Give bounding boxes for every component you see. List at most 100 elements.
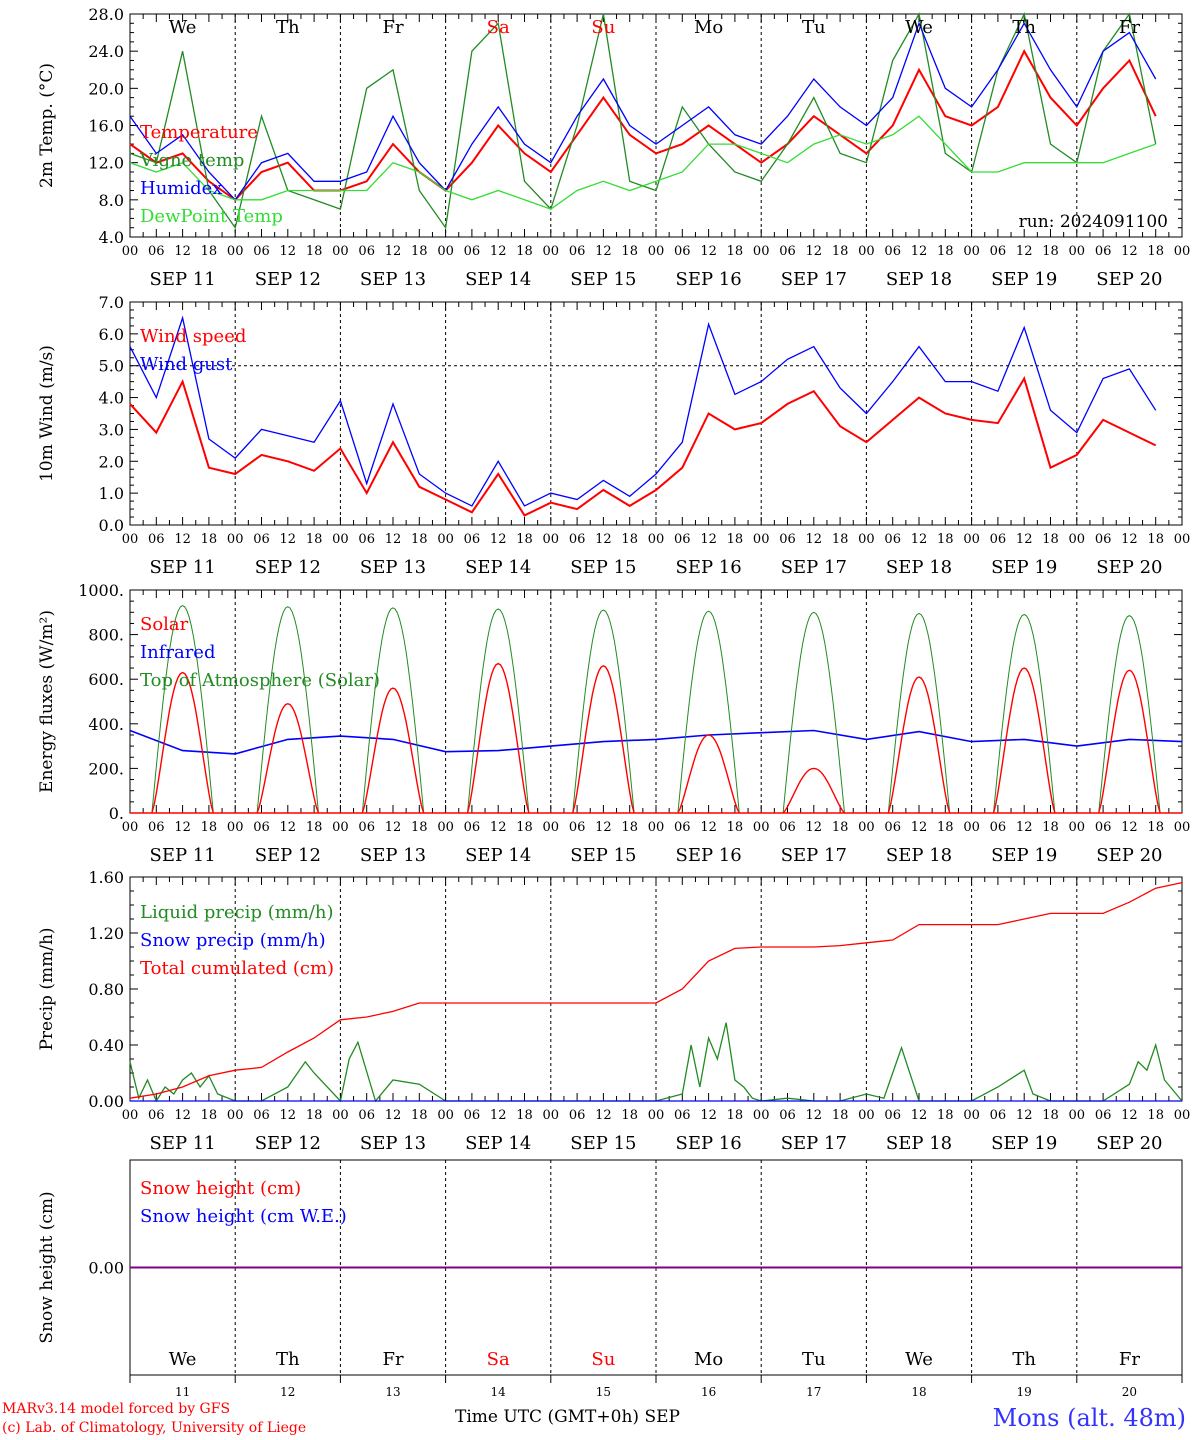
date-label: SEP 11: [149, 269, 215, 290]
hour-label: 12: [280, 1108, 297, 1123]
legend-entry: Snow precip (mm/h): [140, 930, 326, 951]
weekday-label: Tu: [802, 17, 826, 38]
day-number-label: 18: [911, 1385, 926, 1399]
hour-label: 18: [1042, 820, 1059, 835]
y-axis-label: 10m Wind (m/s): [37, 345, 57, 482]
hour-label: 18: [937, 244, 954, 259]
date-label: SEP 20: [1096, 1133, 1162, 1154]
hour-label: 12: [174, 1108, 191, 1123]
date-label: SEP 12: [255, 557, 321, 578]
hour-label: 06: [464, 820, 481, 835]
hour-label: 06: [884, 1108, 901, 1123]
date-label: SEP 13: [360, 1133, 426, 1154]
hour-label: 18: [1042, 1108, 1059, 1123]
y-tick-label: 1.0: [99, 484, 124, 503]
y-tick-label: 4.0: [99, 228, 124, 247]
hour-label: 12: [911, 532, 928, 547]
y-tick-label: 24.0: [88, 42, 124, 61]
date-label: SEP 15: [570, 557, 636, 578]
hour-label: 00: [332, 244, 349, 259]
hour-label: 06: [1095, 1108, 1112, 1123]
series-solar: [887, 676, 951, 814]
date-label: SEP 17: [781, 845, 847, 866]
lab-credit: (c) Lab. of Climatology, University of L…: [2, 1420, 307, 1436]
hour-label: 06: [358, 532, 375, 547]
hour-label: 00: [1069, 820, 1086, 835]
day-number-label: 19: [1017, 1385, 1032, 1399]
date-label: SEP 18: [886, 1133, 952, 1154]
series-infrared: [129, 729, 1183, 755]
series-solar: [466, 662, 530, 814]
hour-label: 12: [385, 1108, 402, 1123]
series-solar: [151, 671, 214, 814]
hour-label: 06: [674, 820, 691, 835]
hour-label: 00: [648, 244, 665, 259]
legend-entry: Vigne temp: [139, 150, 244, 171]
series-total-cumulated-cm-: [129, 881, 1183, 1099]
hour-label: 00: [437, 532, 454, 547]
date-label: SEP 16: [675, 269, 741, 290]
hour-label: 12: [174, 532, 191, 547]
hour-label: 18: [411, 1108, 428, 1123]
legend-entry: Solar: [140, 614, 189, 635]
y-tick-label: 3.0: [99, 420, 124, 439]
series-toa-solar: [467, 608, 530, 814]
hour-label: 06: [569, 532, 586, 547]
hour-label: 06: [884, 532, 901, 547]
legend-entry: Infrared: [140, 642, 215, 663]
panel-3: 1000. 800. 600. 400. 200. 0. Energy fluxes (W/…: [37, 581, 1190, 866]
weekday-label-bottom: Th: [276, 1349, 300, 1370]
hour-label: 12: [595, 1108, 612, 1123]
hour-label: 06: [464, 1108, 481, 1123]
series-wind-gust: [129, 315, 1157, 507]
hour-label: 12: [806, 532, 823, 547]
hour-label: 00: [227, 532, 244, 547]
series-toa-solar: [677, 610, 740, 814]
hour-label: 06: [674, 244, 691, 259]
hour-label: 12: [385, 532, 402, 547]
date-label: SEP 13: [360, 269, 426, 290]
hour-label: 12: [595, 244, 612, 259]
model-credit: MARv3.14 model forced by GFS: [2, 1401, 231, 1417]
date-label: SEP 19: [991, 1133, 1057, 1154]
weekday-label-bottom: Su: [591, 1349, 615, 1370]
weekday-label: Fr: [382, 17, 403, 38]
legend-entry: Snow height (cm): [140, 1178, 301, 1199]
hour-label: 00: [1174, 1108, 1191, 1123]
date-label: SEP 11: [149, 845, 215, 866]
hour-label: 00: [648, 532, 665, 547]
hour-label: 18: [201, 820, 218, 835]
y-tick-label: 1000.: [78, 581, 124, 600]
hour-label: 18: [306, 532, 323, 547]
hour-label: 12: [1121, 244, 1138, 259]
hour-label: 18: [937, 532, 954, 547]
x-axis-title: Time UTC (GMT+0h) SEP: [455, 1407, 680, 1427]
hour-label: 12: [1121, 1108, 1138, 1123]
y-tick-label: 6.0: [99, 325, 124, 344]
hour-label: 18: [306, 820, 323, 835]
y-tick-label: 0.80: [88, 980, 124, 999]
hour-label: 12: [385, 244, 402, 259]
y-tick-label: 800.: [88, 626, 124, 645]
y-tick-label: 0.0: [99, 516, 124, 535]
date-label: SEP 14: [465, 845, 531, 866]
hour-label: 18: [516, 244, 533, 259]
series-temperature: [129, 49, 1157, 202]
hour-label: 06: [358, 244, 375, 259]
y-tick-label: 600.: [88, 670, 124, 689]
hour-label: 12: [911, 1108, 928, 1123]
hour-label: 06: [779, 532, 796, 547]
y-tick-label: 0.: [109, 804, 124, 823]
hour-label: 00: [437, 244, 454, 259]
hour-label: 18: [937, 1108, 954, 1123]
series-solar: [361, 687, 425, 814]
hour-label: 06: [1095, 820, 1112, 835]
panel-2: 7.0 6.0 5.0 4.0 3.0 2.0 1.0 0.0 10m Wind (m/s) 00…: [37, 293, 1190, 578]
date-label: SEP 11: [149, 1133, 215, 1154]
y-tick-label: 400.: [88, 715, 124, 734]
legend-entry: Wind speed: [140, 326, 246, 347]
hour-label: 00: [437, 1108, 454, 1123]
date-label: SEP 18: [886, 269, 952, 290]
hour-label: 06: [1095, 532, 1112, 547]
y-tick-label: 1.60: [88, 868, 124, 887]
